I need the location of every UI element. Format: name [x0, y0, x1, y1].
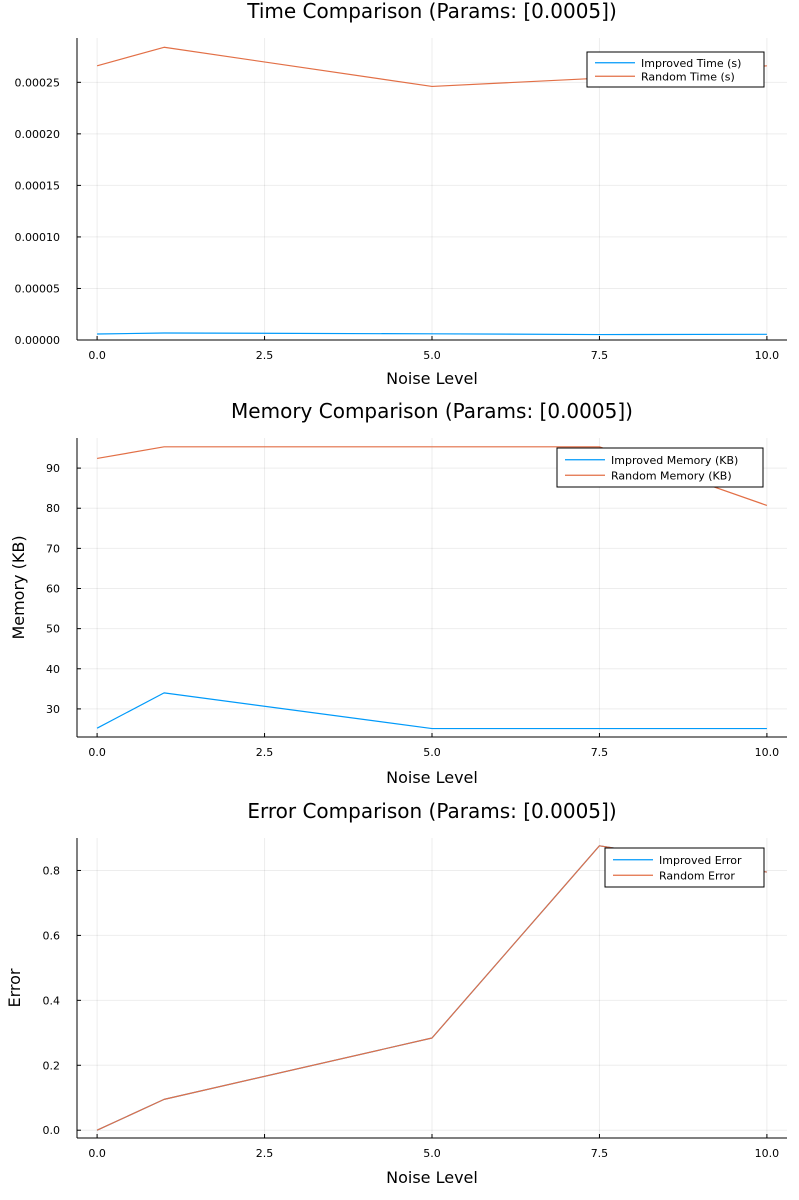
legend-box: [586, 51, 765, 88]
chart-title: Memory Comparison (Params: [0.0005]): [231, 399, 633, 423]
x-tick-label: 2.5: [256, 1147, 274, 1160]
y-tick-label: 0.8: [43, 864, 61, 877]
legend-box: [556, 447, 764, 488]
x-tick-label: 10.0: [755, 746, 780, 759]
y-axis-label: Memory (KB): [9, 535, 28, 639]
legend: Improved Time (s)Random Time (s): [586, 51, 765, 88]
x-axis-label: Noise Level: [386, 369, 478, 388]
legend: Improved Error Random Error: [604, 847, 765, 888]
series-line-1: [97, 332, 767, 336]
x-tick-label: 0.0: [88, 349, 106, 362]
legend: Improved Memory (KB) Random Memory (KB): [556, 447, 764, 488]
series-line-1: [96, 692, 767, 730]
legend-label: Random Error: [659, 869, 735, 882]
x-tick-label: 10.0: [755, 1147, 780, 1160]
y-tick-label: 0.00015: [15, 179, 61, 192]
x-tick-label: 7.5: [591, 1147, 609, 1160]
y-tick-label: 90: [46, 462, 60, 475]
legend-label: Random Memory (KB): [611, 469, 732, 482]
y-tick-label: 60: [46, 583, 60, 596]
x-tick-label: 0.0: [88, 1147, 106, 1160]
x-tick-label: 0.0: [88, 746, 106, 759]
x-tick-label: 2.5: [256, 746, 274, 759]
chart-panel-1: 0.0 2.5 5.0 7.5 10.0 0.00000 0.00005 0.00010 0.0…: [15, 0, 787, 388]
y-tick-label: 0.00020: [15, 128, 61, 141]
legend-label: Improved Time (s): [641, 57, 741, 70]
y-tick-label: 70: [46, 542, 60, 555]
x-axis-label: Noise Level: [386, 1168, 478, 1187]
legend-label: Improved Error: [659, 854, 742, 867]
y-tick-label: 80: [46, 502, 60, 515]
y-tick-label: 0.00025: [15, 76, 61, 89]
x-tick-label: 5.0: [423, 746, 441, 759]
legend-label: Improved Memory (KB): [611, 454, 738, 467]
y-tick-label: 50: [46, 623, 60, 636]
chart-title: Error Comparison (Params: [0.0005]): [247, 799, 616, 823]
legend-box: [604, 847, 765, 888]
x-tick-label: 5.0: [423, 349, 441, 362]
x-tick-label: 10.0: [755, 349, 780, 362]
x-tick-label: 2.5: [256, 349, 274, 362]
chart-panel-3: 0.0 2.5 5.0 7.5 10.0 0.0 0.2 0.4 0.6 0.8 Error Com…: [5, 799, 787, 1187]
y-tick-label: 0.4: [43, 994, 61, 1007]
chart-panel-2: 0.0 2.5 5.0 7.5 10.0 30 40 50 60 70 80 90 Memory Com…: [9, 399, 787, 787]
y-tick-label: 0.6: [43, 929, 61, 942]
y-tick-label: 40: [46, 663, 60, 676]
y-axis-label: Error: [5, 968, 24, 1007]
x-tick-label: 7.5: [591, 746, 609, 759]
x-axis-label: Noise Level: [386, 768, 478, 787]
y-tick-label: 0.00010: [15, 231, 61, 244]
chart-title: Time Comparison (Params: [0.0005]): [246, 0, 617, 23]
x-tick-label: 7.5: [591, 349, 609, 362]
legend-label: Random Time (s): [641, 70, 735, 83]
y-tick-label: 0.00000: [15, 334, 61, 347]
y-tick-label: 30: [46, 703, 60, 716]
y-tick-label: 0.00005: [15, 282, 61, 295]
y-tick-label: 0.0: [43, 1124, 61, 1137]
x-tick-label: 5.0: [423, 1147, 441, 1160]
y-tick-label: 0.2: [43, 1059, 61, 1072]
